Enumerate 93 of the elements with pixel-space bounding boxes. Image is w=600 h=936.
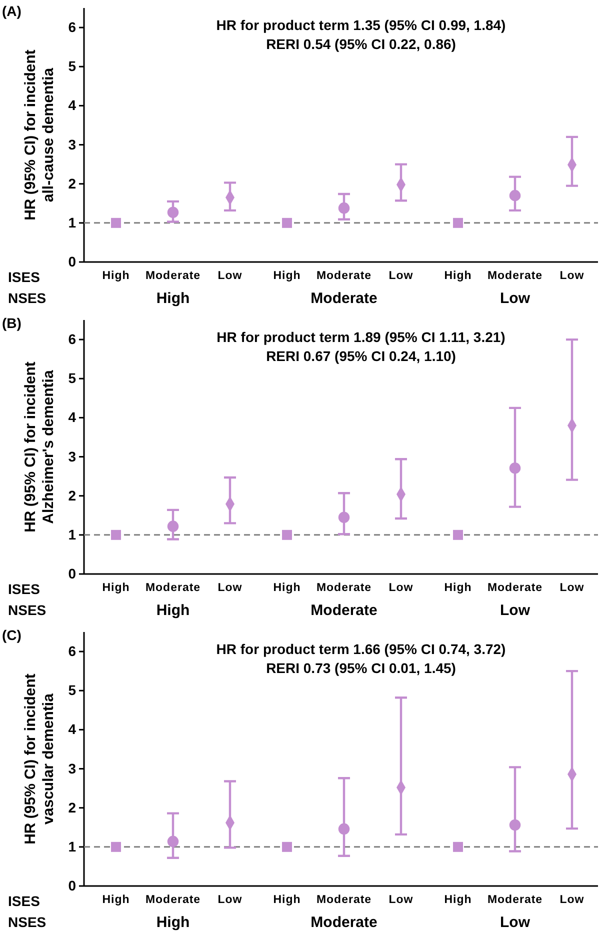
point: [453, 218, 463, 228]
x-tick-label: Low: [218, 894, 242, 906]
x-tick-label: High: [102, 894, 130, 906]
y-tick-label: 5: [68, 370, 76, 386]
x-tick-label: High: [102, 582, 130, 594]
point: [338, 512, 350, 523]
point: [167, 206, 179, 218]
point: [509, 190, 521, 202]
x-tick-label: Low: [560, 270, 584, 282]
text: High: [156, 290, 190, 307]
x-tick-label: High: [102, 270, 130, 282]
point: [167, 836, 179, 848]
x-tick-label: Moderate: [316, 270, 372, 282]
point: [453, 530, 463, 540]
x-tick-label: Moderate: [145, 270, 201, 282]
text: Low: [500, 914, 530, 931]
x-tick-label: Low: [560, 582, 584, 594]
text: NSES: [8, 914, 46, 930]
x-tick-label: High: [444, 582, 472, 594]
point: [282, 842, 292, 852]
annotation: RERI 0.73 (95% CI 0.01, 1.45): [266, 660, 456, 676]
y-tick-label: 3: [68, 760, 76, 776]
chart-title: (B): [2, 315, 22, 331]
point: [167, 520, 179, 532]
x-tick-label: High: [273, 894, 301, 906]
chart-title: (A): [2, 3, 22, 19]
y-tick-label: 2: [68, 487, 76, 504]
x-tick-label: Low: [388, 270, 414, 282]
x-tick-label: Low: [388, 582, 414, 594]
point: [509, 819, 521, 831]
chart-title: (C): [2, 627, 22, 643]
x-tick-label: High: [273, 270, 301, 282]
annotation: HR for product term 1.89 (95% CI 1.11, 3.21): [216, 329, 506, 345]
y-tick-label: 0: [68, 877, 76, 894]
annotation: HR for product term 1.35 (95% CI 0.99, 1.84): [216, 17, 506, 33]
annotation: HR for product term 1.66 (95% CI 0.74, 3.72): [216, 641, 506, 657]
point: [338, 202, 350, 214]
text: Moderate: [310, 602, 378, 619]
x-tick-label: Moderate: [316, 894, 372, 906]
text: Low: [500, 602, 530, 619]
y-tick-label: 3: [68, 136, 76, 152]
text: ISES: [8, 893, 40, 909]
x-tick-label: Moderate: [145, 582, 201, 594]
y-tick-label: 4: [68, 97, 76, 114]
annotation: RERI 0.54 (95% CI 0.22, 0.86): [266, 36, 456, 52]
x-tick-label: Moderate: [145, 894, 201, 906]
point: [509, 462, 521, 474]
y-tick-label: 1: [68, 214, 76, 230]
x-tick-label: High: [444, 894, 472, 906]
text: Low: [500, 290, 530, 307]
y-axis-title: HR (95% CI) for incident vascular dementia: [22, 674, 57, 844]
y-tick-label: 4: [68, 721, 76, 738]
x-tick-label: High: [273, 582, 301, 594]
y-tick-label: 6: [68, 643, 76, 660]
x-tick-label: High: [444, 270, 472, 282]
x-tick-label: Low: [388, 894, 414, 906]
y-tick-label: 0: [68, 565, 76, 582]
x-tick-label: Moderate: [487, 894, 543, 906]
x-tick-label: Low: [560, 894, 584, 906]
point: [111, 218, 121, 228]
y-tick-label: 1: [68, 526, 76, 542]
point: [338, 823, 350, 835]
x-tick-label: Moderate: [316, 582, 372, 594]
y-tick-label: 5: [68, 682, 76, 698]
y-tick-label: 5: [68, 58, 76, 74]
annotation: RERI 0.67 (95% CI 0.24, 1.10): [266, 348, 456, 364]
text: Moderate: [310, 290, 378, 307]
point: [282, 218, 292, 228]
y-tick-label: 4: [68, 409, 76, 426]
x-tick-label: Moderate: [487, 582, 543, 594]
x-tick-label: Low: [218, 270, 242, 282]
x-tick-label: Low: [218, 582, 242, 594]
point: [111, 842, 121, 852]
point: [111, 530, 121, 540]
y-tick-label: 3: [68, 448, 76, 464]
y-tick-label: 6: [68, 19, 76, 36]
y-axis-title: HR (95% CI) for incident all-cause dementia: [22, 50, 57, 220]
y-tick-label: 2: [68, 799, 76, 816]
text: ISES: [8, 269, 40, 285]
text: NSES: [8, 290, 46, 306]
text: High: [156, 914, 190, 931]
y-axis-title: HR (95% CI) for incident Alzheimer's dementia: [22, 362, 57, 532]
x-tick-label: Moderate: [487, 270, 543, 282]
y-tick-label: 0: [68, 253, 76, 270]
y-tick-label: 1: [68, 838, 76, 854]
y-tick-label: 2: [68, 175, 76, 192]
point: [453, 842, 463, 852]
point: [282, 530, 292, 540]
y-tick-label: 6: [68, 331, 76, 348]
text: ISES: [8, 581, 40, 597]
text: NSES: [8, 602, 46, 618]
text: High: [156, 602, 190, 619]
text: Moderate: [310, 914, 378, 931]
